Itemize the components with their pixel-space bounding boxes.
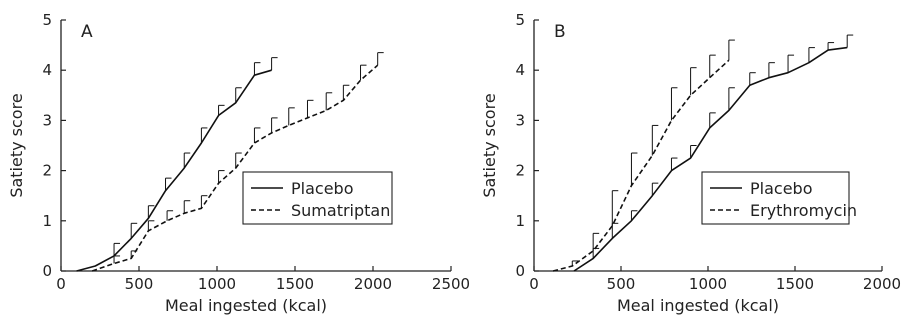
y-tick-label: 2 [515, 162, 525, 180]
x-tick-label: 0 [56, 275, 66, 293]
y-tick-label: 1 [515, 212, 525, 230]
x-tick-label: 2000 [863, 275, 901, 293]
x-tick-label: 1500 [276, 275, 314, 293]
x-tick-label: 1000 [689, 275, 727, 293]
series-line-sumatriptan [91, 64, 379, 272]
y-tick-label: 5 [42, 11, 52, 29]
panel-letter: A [81, 22, 93, 42]
y-tick-label: 5 [515, 11, 525, 29]
x-tick-label: 0 [529, 275, 539, 293]
x-tick-label: 500 [607, 275, 636, 293]
legend-label: Placebo [750, 179, 812, 198]
x-tick-label: 1000 [198, 275, 236, 293]
legend: Placebo Sumatriptan [242, 171, 393, 225]
series-line-placebo [76, 69, 272, 272]
legend-box [242, 171, 393, 225]
y-axis-title: Satiety score [480, 93, 499, 197]
y-tick-label: 4 [42, 61, 52, 79]
y-tick-label: 4 [515, 61, 525, 79]
panel-b: 0 1 2 3 4 5 0 500 1000 1500 2000 Meal ingested (kca… [480, 11, 901, 315]
legend-label: Erythromycin [750, 201, 857, 220]
y-tick-label: 0 [42, 262, 52, 280]
y-tick-label: 2 [42, 162, 52, 180]
panel-letter: B [554, 22, 566, 42]
x-tick-label: 1500 [776, 275, 814, 293]
y-axis-title: Satiety score [7, 93, 26, 197]
y-tick-label: 3 [515, 111, 525, 129]
x-tick-label: 2500 [432, 275, 470, 293]
x-tick-label: 2000 [354, 275, 392, 293]
y-tick-label: 1 [42, 212, 52, 230]
x-tick-label: 500 [125, 275, 154, 293]
series-line-placebo [573, 46, 848, 272]
x-axis-title: Meal ingested (kcal) [617, 296, 779, 315]
legend: Placebo Erythromycin [701, 171, 857, 225]
series-line-erythromycin [552, 59, 730, 272]
legend-label: Sumatriptan [291, 201, 390, 220]
y-tick-label: 0 [515, 262, 525, 280]
y-tick-label: 3 [42, 111, 52, 129]
legend-box [701, 171, 850, 225]
legend-label: Placebo [291, 179, 353, 198]
panel-a: 0 1 2 3 4 5 0 500 1000 1500 2000 2500 Meal ingested … [7, 11, 470, 315]
x-axis-title: Meal ingested (kcal) [165, 296, 327, 315]
